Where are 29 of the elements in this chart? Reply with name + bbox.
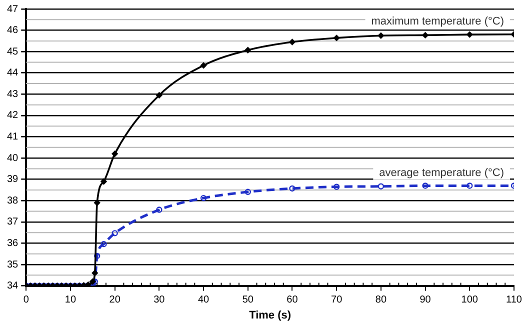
y-tick-label: 39 bbox=[7, 174, 19, 186]
x-tick-label: 10 bbox=[64, 294, 76, 306]
x-tick-label: 80 bbox=[375, 294, 387, 306]
x-tick-label: 100 bbox=[461, 294, 478, 306]
x-tick-label: 110 bbox=[506, 294, 522, 306]
x-tick-label: 30 bbox=[154, 294, 166, 306]
y-tick-label: 40 bbox=[7, 152, 19, 164]
y-tick-label: 45 bbox=[7, 46, 19, 58]
y-tick-label: 47 bbox=[7, 4, 19, 15]
y-tick-label: 36 bbox=[7, 238, 19, 249]
y-tick-label: 42 bbox=[7, 110, 19, 122]
y-tick-label: 35 bbox=[7, 259, 19, 270]
y-tick-label: 34 bbox=[7, 280, 19, 292]
x-tick-label: 50 bbox=[242, 294, 254, 306]
x-tick-label: 60 bbox=[286, 294, 298, 306]
y-tick-label: 37 bbox=[7, 216, 19, 228]
x-tick-label: 0 bbox=[23, 294, 30, 306]
series-label: average temperature (°C) bbox=[379, 166, 504, 179]
x-tick-label: 70 bbox=[331, 294, 343, 306]
y-tick-label: 44 bbox=[7, 68, 19, 79]
y-tick-label: 46 bbox=[7, 25, 19, 36]
x-tick-label: 40 bbox=[198, 294, 210, 306]
y-tick-label: 41 bbox=[7, 132, 19, 143]
series-label: maximum temperature (°C) bbox=[371, 15, 504, 28]
x-axis-title: Time (s) bbox=[249, 309, 292, 322]
y-tick-label: 38 bbox=[7, 195, 19, 206]
x-tick-label: 20 bbox=[109, 294, 121, 306]
y-tick-label: 43 bbox=[7, 88, 19, 100]
x-tick-label: 90 bbox=[420, 294, 432, 306]
